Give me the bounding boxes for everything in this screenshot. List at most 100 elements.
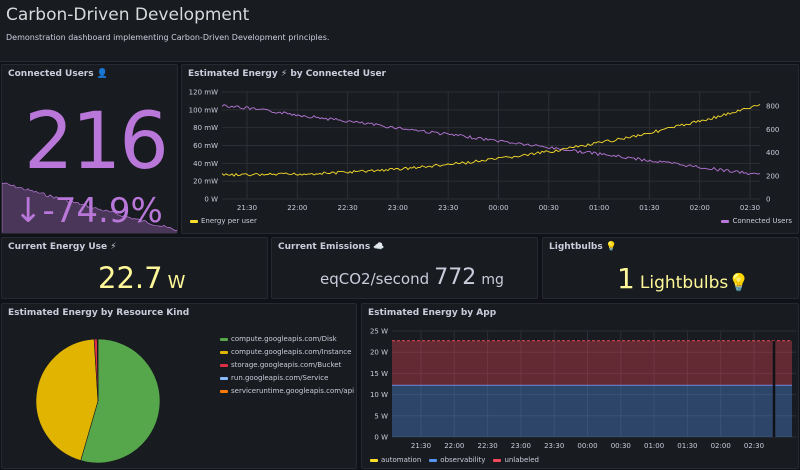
app-legend-item[interactable]: unlabeled xyxy=(493,456,539,464)
app-legend-swatch xyxy=(370,458,378,462)
energy-x-tick: 00:30 xyxy=(539,204,559,212)
app-y-tick: 25 W xyxy=(370,328,388,336)
pie-legend-item[interactable]: compute.googleapis.com/Instance xyxy=(220,347,354,360)
app-y-tick: 10 W xyxy=(370,391,388,399)
energy-right-tick: 0 xyxy=(766,196,770,204)
energy-by-app-title: Estimated Energy by App xyxy=(368,308,497,318)
energy-left-tick: 0 W xyxy=(204,196,218,204)
energy-legend-swatch xyxy=(190,219,198,223)
resource-kind-legend: compute.googleapis.com/Disk compute.googl… xyxy=(220,334,354,399)
app-x-tick: 00:30 xyxy=(611,442,631,450)
connected-users-value: 216 xyxy=(24,97,169,187)
app-x-tick: 02:00 xyxy=(711,442,731,450)
app-x-tick: 23:30 xyxy=(544,442,564,450)
pie-slice[interactable] xyxy=(35,338,99,461)
energy-by-app-legend: automation observability unlabeled xyxy=(370,456,547,464)
lightbulbs-panel[interactable]: Lightbulbs 💡 1 Lightbulbs💡 xyxy=(542,237,799,299)
app-y-tick: 5 W xyxy=(374,412,388,420)
pie-legend-swatch xyxy=(220,376,228,380)
pie-legend-label: compute.googleapis.com/Instance xyxy=(231,348,352,356)
lightbulbs-title: Lightbulbs 💡 xyxy=(549,242,618,252)
connected-users-panel[interactable]: Connected Users 👤 216 ↓-74.9% xyxy=(1,64,178,234)
app-legend-item[interactable]: observability xyxy=(429,456,485,464)
dashboard-description: Demonstration dashboard implementing Car… xyxy=(6,33,330,42)
app-x-tick: 21:30 xyxy=(411,442,431,450)
energy-legend-label[interactable]: Energy per user xyxy=(201,217,257,225)
app-legend-label: automation xyxy=(381,456,422,464)
current-emissions-panel[interactable]: Current Emissions ☁️ eqCO2/second 772 mg xyxy=(271,237,538,299)
current-energy-title: Current Energy Use ⚡ xyxy=(8,242,117,252)
resource-kind-panel[interactable]: Estimated Energy by Resource Kind comput… xyxy=(1,303,357,469)
resource-kind-title: Estimated Energy by Resource Kind xyxy=(8,308,190,318)
current-emissions-prefix: eqCO2/second xyxy=(320,270,430,288)
pie-slice[interactable] xyxy=(80,338,161,464)
energy-left-tick: 20 mW xyxy=(193,178,218,186)
energy-by-user-panel[interactable]: Estimated Energy ⚡ by Connected User 120… xyxy=(181,64,799,234)
energy-x-tick: 02:30 xyxy=(740,204,760,212)
energy-x-tick: 22:00 xyxy=(287,204,307,212)
pie-legend-label: run.googleapis.com/Service xyxy=(231,374,329,382)
energy-right-tick: 400 xyxy=(766,149,779,157)
pie-legend-label: compute.googleapis.com/Disk xyxy=(231,335,337,343)
pie-legend-swatch xyxy=(220,389,228,393)
app-y-tick: 15 W xyxy=(370,370,388,378)
energy-x-tick: 01:30 xyxy=(639,204,659,212)
app-legend-swatch xyxy=(429,458,438,462)
app-series-area xyxy=(392,340,792,386)
pie-legend-swatch xyxy=(220,350,228,354)
app-legend-swatch xyxy=(493,458,502,462)
app-x-tick: 01:30 xyxy=(677,442,697,450)
users-legend-swatch xyxy=(721,219,730,223)
current-energy-panel[interactable]: Current Energy Use ⚡ 22.7 W xyxy=(1,237,268,299)
app-legend-label: unlabeled xyxy=(504,456,539,464)
energy-right-tick: 600 xyxy=(766,126,779,134)
arrow-down-icon: ↓ xyxy=(14,191,43,231)
energy-x-tick: 23:00 xyxy=(388,204,408,212)
current-energy-unit: W xyxy=(167,272,186,293)
app-series-area xyxy=(392,385,792,437)
current-emissions-title: Current Emissions ☁️ xyxy=(278,242,385,252)
energy-by-app-chart: 25 W 20 W 15 W 10 W 5 W 0 W 21:30 22:00 22:30 23:… xyxy=(370,328,796,450)
energy-left-tick: 60 mW xyxy=(193,142,218,150)
pie-legend-label: storage.googleapis.com/Bucket xyxy=(231,361,342,369)
energy-by-app-panel[interactable]: Estimated Energy by App 25 W 20 W 15 W 10 W… xyxy=(361,303,799,469)
pie-legend-item[interactable]: run.googleapis.com/Service xyxy=(220,373,354,386)
pie-legend-item[interactable]: compute.googleapis.com/Disk xyxy=(220,334,354,347)
energy-x-tick: 22:30 xyxy=(338,204,358,212)
users-legend-label[interactable]: Connected Users xyxy=(732,217,792,225)
app-x-tick: 00:00 xyxy=(577,442,597,450)
energy-x-tick: 01:00 xyxy=(589,204,609,212)
current-emissions-unit: mg xyxy=(481,272,504,288)
app-legend-item[interactable]: automation xyxy=(370,456,421,464)
app-legend-label: observability xyxy=(440,456,486,464)
energy-x-tick: 23:30 xyxy=(438,204,458,212)
energy-x-tick: 02:00 xyxy=(690,204,710,212)
energy-by-user-title: Estimated Energy ⚡ by Connected User xyxy=(188,69,386,79)
energy-x-tick: 21:30 xyxy=(237,204,257,212)
app-x-tick: 02:30 xyxy=(744,442,764,450)
energy-by-user-chart: 120 mW 100 mW 80 mW 60 mW 40 mW 20 mW 0 W 800 60… xyxy=(189,89,780,213)
app-x-tick: 23:00 xyxy=(511,442,531,450)
current-energy-value: 22.7 xyxy=(98,261,163,295)
app-x-tick: 01:00 xyxy=(644,442,664,450)
connected-users-change: -74.9% xyxy=(42,191,163,231)
pie-legend-label: serviceruntime.googleapis.com/api xyxy=(231,387,355,395)
pie-legend-item[interactable]: storage.googleapis.com/Bucket xyxy=(220,360,354,373)
energy-left-tick: 120 mW xyxy=(189,89,218,97)
pie-legend-swatch xyxy=(220,337,228,341)
lightbulbs-suffix: Lightbulbs💡 xyxy=(639,273,750,293)
energy-left-tick: 80 mW xyxy=(193,124,218,132)
energy-x-tick: 00:00 xyxy=(488,204,508,212)
user-icon: 👤 xyxy=(96,69,108,79)
current-emissions-value: 772 xyxy=(434,265,477,290)
dashboard-header: Carbon-Driven Development Demonstration … xyxy=(0,0,800,62)
pie-legend-item[interactable]: serviceruntime.googleapis.com/api xyxy=(220,386,354,399)
lightbulbs-value: 1 xyxy=(617,262,635,295)
app-x-tick: 22:00 xyxy=(444,442,464,450)
connected-users-title: Connected Users xyxy=(8,69,94,79)
app-x-tick: 22:30 xyxy=(478,442,498,450)
app-y-tick: 20 W xyxy=(370,349,388,357)
connected-users-sparkline xyxy=(2,182,177,233)
resource-kind-pie xyxy=(35,338,161,464)
energy-left-tick: 40 mW xyxy=(193,160,218,168)
